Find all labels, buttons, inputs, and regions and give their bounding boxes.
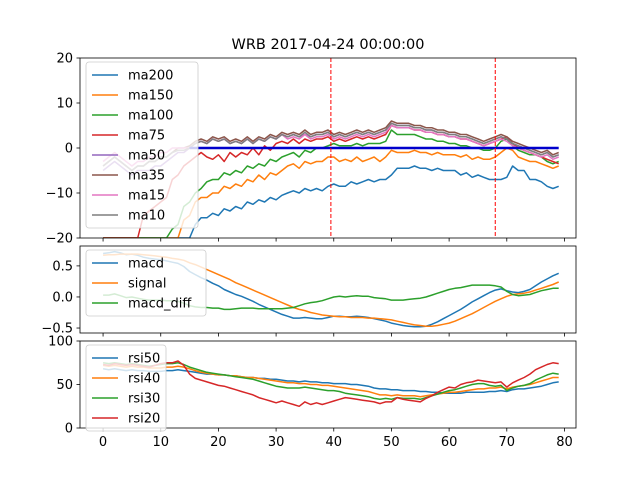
chart-title: WRB 2017-04-24 00:00:00 [232, 37, 425, 53]
legend-label-ma100: ma100 [128, 109, 173, 124]
x-tick-label: 20 [210, 435, 227, 450]
y-tick-label: 20 [56, 52, 73, 67]
series-line-rsi50 [102, 368, 559, 394]
legend-box [85, 61, 199, 229]
x-tick-label: 30 [268, 435, 285, 450]
x-tick-label: 40 [325, 435, 342, 450]
legend-label-ma50: ma50 [128, 149, 165, 164]
x-tick-label: 60 [441, 435, 458, 450]
legend-label-rsi30: rsi30 [128, 392, 160, 407]
chart-panels: −20−1001020ma200ma150ma100ma75ma50ma35ma… [41, 52, 577, 450]
x-tick-label: 0 [99, 435, 107, 450]
series-line-rsi20 [102, 360, 559, 408]
y-tick-label: −10 [46, 187, 73, 202]
legend-label-ma200: ma200 [128, 69, 173, 84]
legend-3: rsi50 rsi40 rsi30 rsi20 [85, 344, 167, 432]
y-tick-label: 100 [48, 335, 73, 350]
legend-label-ma15: ma15 [128, 189, 165, 204]
x-tick-label: 10 [152, 435, 169, 450]
y-tick-label: 0.5 [52, 259, 73, 274]
x-tick-label: 70 [499, 435, 516, 450]
legend-label-rsi40: rsi40 [128, 372, 160, 387]
y-tick-label: −20 [46, 232, 73, 247]
legend-label-ma10: ma10 [128, 209, 165, 224]
legend-label-ma75: ma75 [128, 129, 165, 144]
panel-2: −0.5 0.0 0.5 macd signal macd_diff [41, 245, 577, 337]
y-tick-label: 50 [56, 378, 73, 393]
y-tick-label: 10 [56, 97, 73, 112]
legend-label-ma35: ma35 [128, 169, 165, 184]
plot-area-3 [102, 360, 559, 408]
legend-box [85, 344, 167, 432]
legend-box [85, 249, 207, 317]
y-tick-label: 0 [65, 422, 73, 437]
legend-label-rsi20: rsi20 [128, 412, 160, 427]
axes-frame-2 [79, 245, 577, 334]
y-tick-label: 0 [65, 142, 73, 157]
series-line-rsi30 [102, 362, 559, 401]
legend-label-signal: signal [128, 277, 166, 292]
legend-label-ma150: ma150 [128, 89, 173, 104]
legend-1: ma200 ma150 ma100 ma75 ma50 ma35 ma15 ma10 [85, 61, 199, 229]
legend-label-macd: macd [128, 257, 164, 272]
x-tick-label: 50 [383, 435, 400, 450]
legend-label-macd_diff: macd_diff [128, 297, 192, 312]
series-line-rsi40 [102, 364, 559, 398]
y-tick-label: 0.0 [52, 290, 73, 305]
legend-label-rsi50: rsi50 [128, 352, 160, 367]
x-tick-label: 80 [556, 435, 573, 450]
y-tick-label: −0.5 [41, 322, 73, 337]
legend-2: macd signal macd_diff [85, 249, 207, 317]
panel-1: −20−1001020ma200ma150ma100ma75ma50ma35ma… [46, 52, 577, 247]
